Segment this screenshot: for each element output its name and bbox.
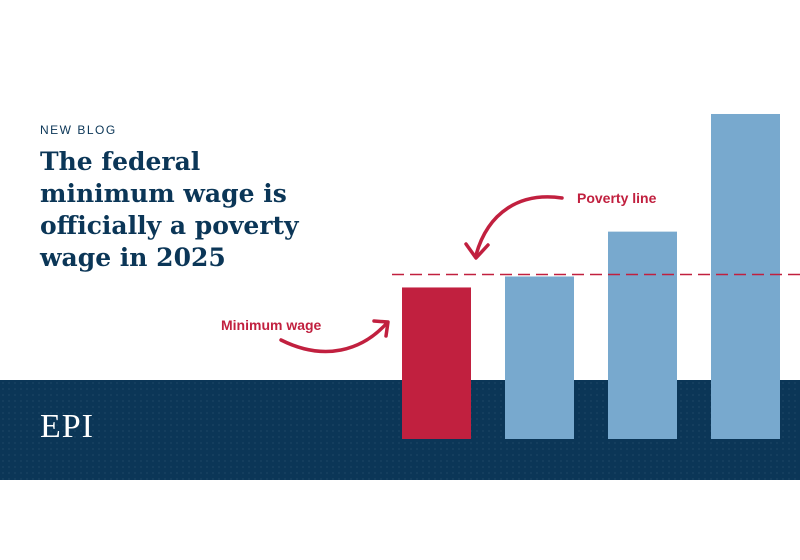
top-band <box>0 0 800 78</box>
bottom-band <box>0 480 800 560</box>
bars-group <box>402 113 780 439</box>
poverty-line-arrowhead <box>464 242 490 260</box>
blog-headline: The federal minimum wage is officially a… <box>40 147 299 272</box>
minimum-wage-arrow <box>279 322 388 354</box>
poverty-line-arrow <box>474 195 564 257</box>
blog-eyebrow: NEW BLOG <box>40 123 117 137</box>
bar-4 <box>711 113 780 439</box>
epi-logo: EPI <box>40 408 94 445</box>
minimum-wage-arrowhead <box>372 319 390 338</box>
annotation-minimum-wage: Minimum wage <box>221 317 322 333</box>
bar-minimum-wage <box>402 287 471 439</box>
annotation-poverty-line: Poverty line <box>577 190 657 206</box>
bar-2 <box>505 276 574 439</box>
bar-3 <box>608 231 677 439</box>
